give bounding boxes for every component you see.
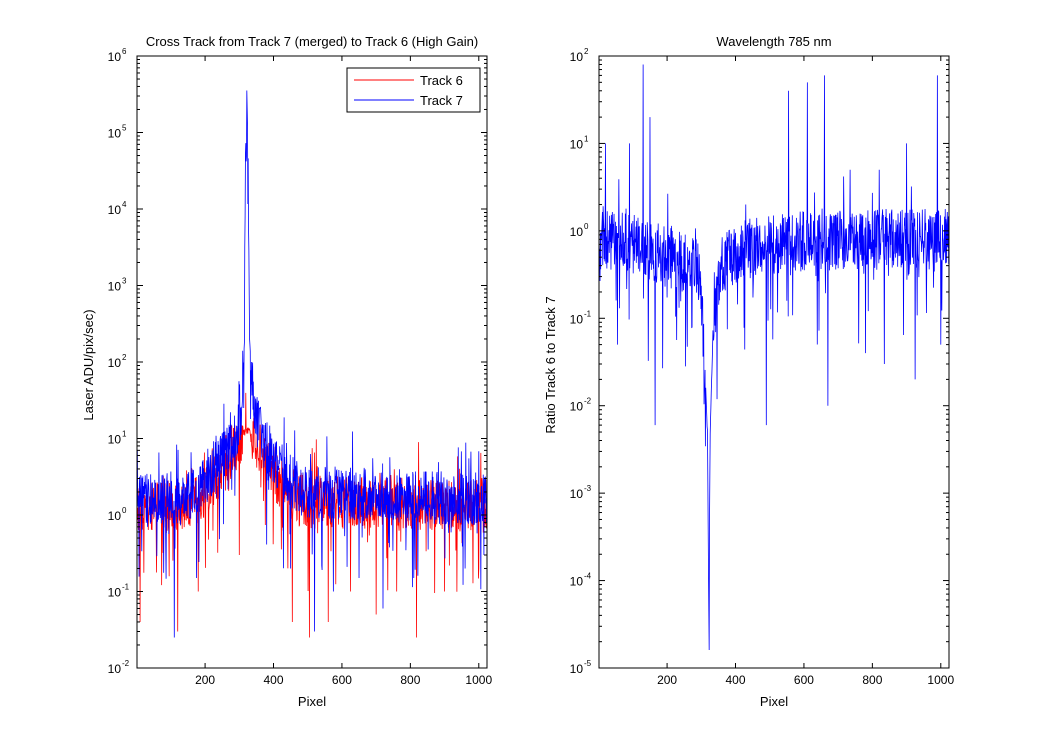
left-x-axis-label: Pixel <box>298 694 326 709</box>
legend-label-track-7: Track 7 <box>420 93 463 108</box>
right-y-tick-label: 10 <box>570 487 584 501</box>
left-y-tick-label: 10 <box>108 356 122 370</box>
right-x-axis-label: Pixel <box>760 694 788 709</box>
left-series-line-2 <box>137 90 487 638</box>
right-y-tick-exponent: -5 <box>584 659 592 668</box>
left-y-tick-label: 10 <box>108 50 122 64</box>
left-y-tick-exponent: 0 <box>122 506 127 515</box>
left-y-tick-label: 10 <box>108 662 122 676</box>
right-y-tick-exponent: -3 <box>584 484 592 493</box>
right-x-tick-label: 200 <box>657 673 677 687</box>
right-y-tick-exponent: -4 <box>584 572 592 581</box>
right-x-tick-label: 600 <box>794 673 814 687</box>
left-y-tick-label: 10 <box>108 586 122 600</box>
right-y-tick-label: 10 <box>570 137 584 151</box>
left-x-tick-label: 1000 <box>465 673 492 687</box>
right-y-tick-label: 10 <box>570 575 584 589</box>
left-y-tick-exponent: 3 <box>122 277 127 286</box>
left-y-tick-exponent: 2 <box>122 353 127 362</box>
left-x-tick-label: 400 <box>263 673 283 687</box>
right-chart-panel: Wavelength 785 nm Ratio Track 6 to Track… <box>543 34 954 709</box>
left-y-tick-exponent: 4 <box>122 200 127 209</box>
right-y-tick-exponent: -2 <box>584 397 592 406</box>
right-axes-box <box>598 55 950 669</box>
left-y-tick-exponent: 1 <box>122 430 127 439</box>
right-series-line-1 <box>599 64 949 650</box>
left-chart-title: Cross Track from Track 7 (merged) to Tra… <box>146 34 478 49</box>
right-y-tick-label: 10 <box>570 662 584 676</box>
left-y-tick-exponent: -1 <box>122 583 130 592</box>
right-y-tick-exponent: 2 <box>584 47 589 56</box>
left-y-tick-label: 10 <box>108 203 122 217</box>
left-y-tick-label: 10 <box>108 509 122 523</box>
right-y-tick-label: 10 <box>570 312 584 326</box>
left-y-tick-label: 10 <box>108 433 122 447</box>
left-y-tick-label: 10 <box>108 127 122 141</box>
right-y-tick-exponent: 0 <box>584 222 589 231</box>
right-y-tick-label: 10 <box>570 50 584 64</box>
left-y-axis-label: Laser ADU/pix/sec) <box>81 309 96 420</box>
right-y-tick-label: 10 <box>570 400 584 414</box>
right-y-tick-exponent: 1 <box>584 134 589 143</box>
left-x-tick-label: 800 <box>400 673 420 687</box>
left-y-tick-exponent: 5 <box>122 124 127 133</box>
left-x-tick-label: 200 <box>195 673 215 687</box>
right-y-tick-label: 10 <box>570 225 584 239</box>
right-x-tick-label: 800 <box>862 673 882 687</box>
left-legend: Track 6 Track 7 <box>346 67 481 113</box>
right-y-tick-exponent: -1 <box>584 309 592 318</box>
right-x-tick-label: 1000 <box>927 673 954 687</box>
left-chart-panel: Cross Track from Track 7 (merged) to Tra… <box>81 34 492 709</box>
right-y-axis-label: Ratio Track 6 to Track 7 <box>543 296 558 433</box>
legend-box <box>346 67 481 113</box>
left-x-tick-label: 600 <box>332 673 352 687</box>
legend-label-track-6: Track 6 <box>420 73 463 88</box>
left-y-tick-exponent: -2 <box>122 659 130 668</box>
right-x-tick-label: 400 <box>725 673 745 687</box>
left-y-tick-exponent: 6 <box>122 47 127 56</box>
right-chart-title: Wavelength 785 nm <box>716 34 831 49</box>
left-y-tick-label: 10 <box>108 280 122 294</box>
